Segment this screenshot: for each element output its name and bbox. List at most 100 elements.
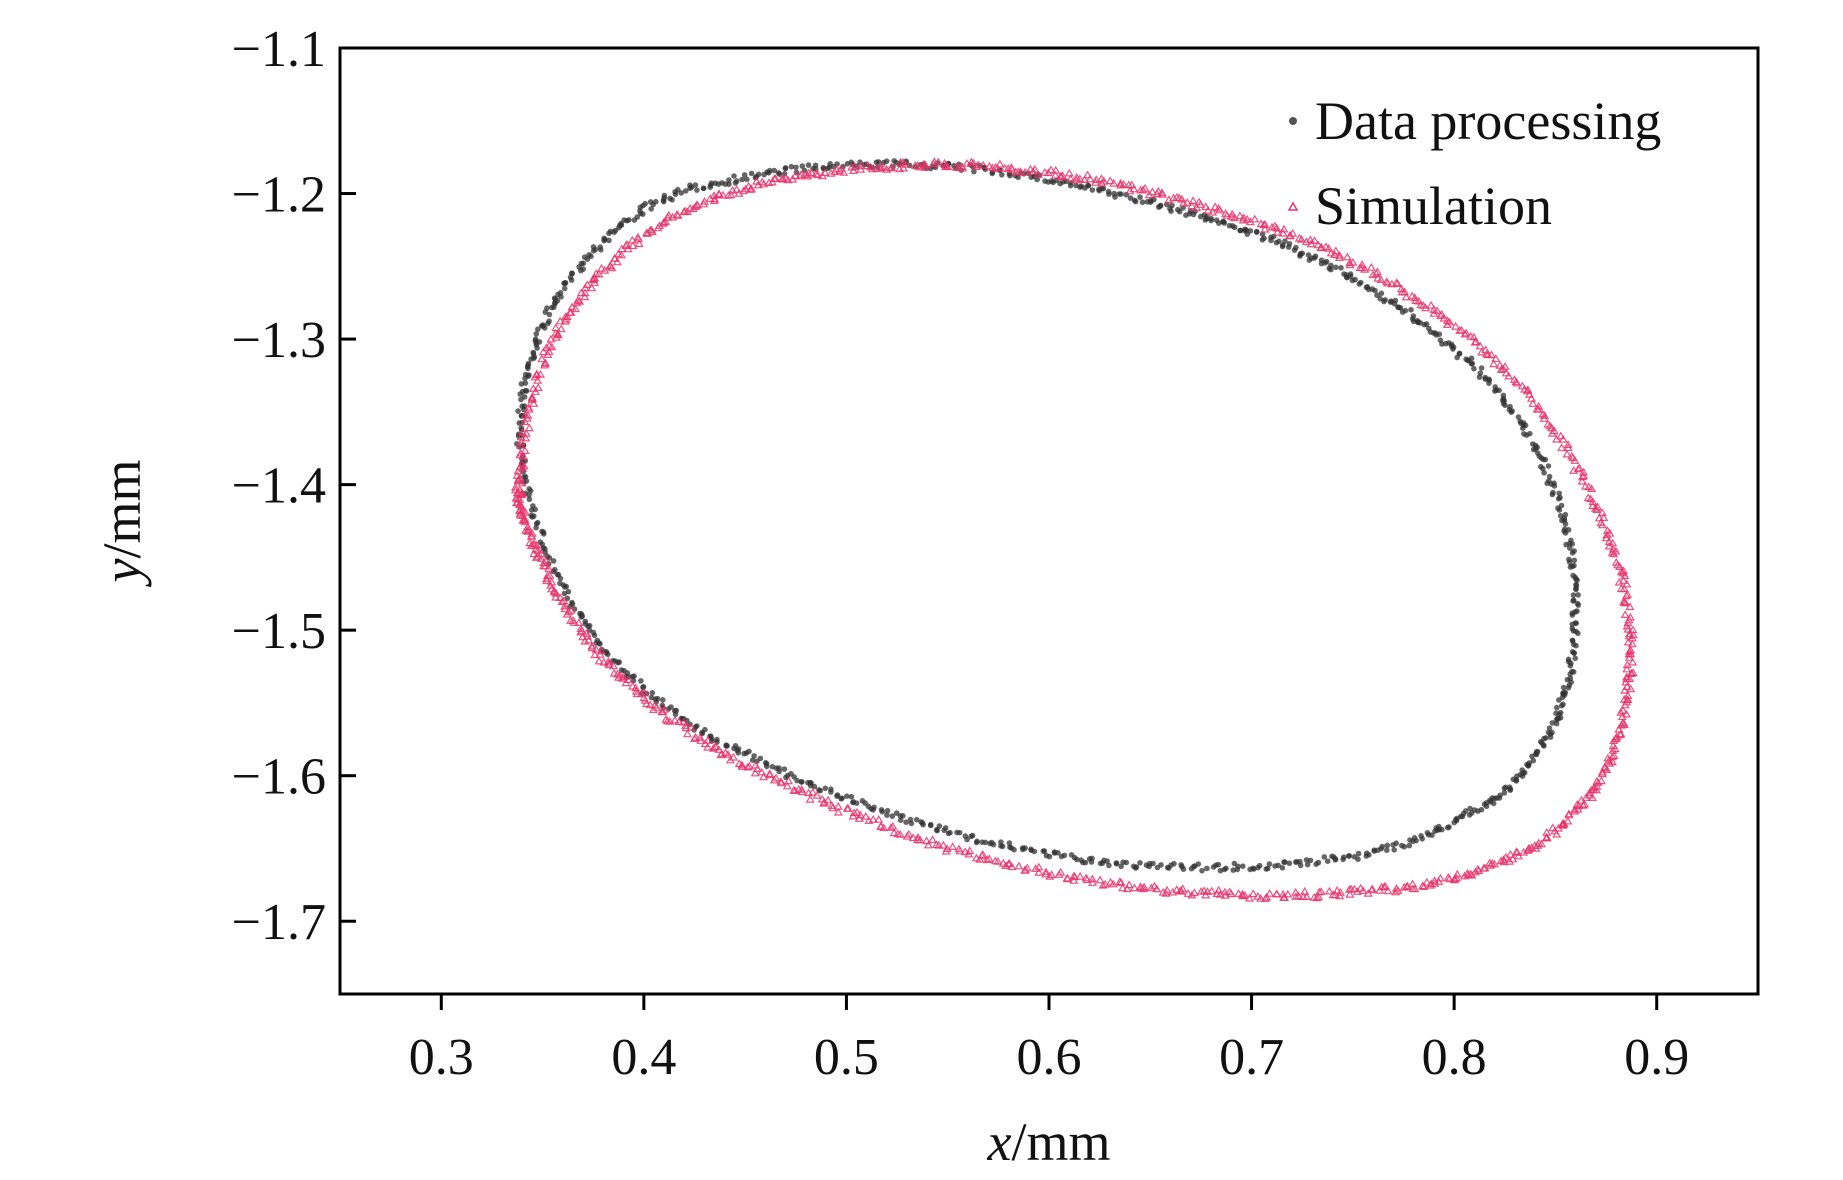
data-point — [1382, 277, 1392, 285]
data-point — [836, 163, 846, 172]
data-point — [826, 164, 833, 170]
data-point — [1357, 260, 1367, 268]
data-point — [524, 402, 534, 411]
data-point — [828, 789, 834, 795]
data-point — [1338, 265, 1344, 271]
data-point — [673, 707, 680, 714]
data-point — [537, 354, 547, 363]
data-point — [1237, 227, 1243, 234]
data-point — [1112, 194, 1118, 200]
data-point — [1371, 269, 1381, 277]
data-point — [539, 528, 545, 535]
data-point — [886, 163, 896, 172]
data-point — [1528, 399, 1538, 407]
data-point — [1376, 275, 1386, 283]
data-point — [1432, 828, 1438, 834]
data-point — [1066, 174, 1076, 183]
data-point — [987, 840, 993, 847]
data-point — [634, 214, 641, 220]
data-point — [533, 546, 543, 554]
data-point — [551, 328, 561, 337]
data-point — [1558, 434, 1568, 443]
data-point — [1578, 800, 1588, 809]
data-point — [1401, 844, 1408, 850]
data-point — [540, 359, 550, 367]
data-point — [1176, 208, 1183, 215]
data-point — [569, 599, 575, 606]
data-point — [1391, 301, 1398, 307]
data-point — [528, 512, 535, 519]
data-point — [511, 498, 522, 507]
data-point — [1138, 884, 1148, 893]
legend-label-data-processing: Data processing — [1315, 91, 1661, 151]
data-point — [569, 618, 579, 626]
data-point — [1620, 610, 1630, 618]
data-point — [566, 616, 576, 624]
data-point — [1313, 861, 1319, 867]
data-point — [591, 632, 598, 639]
data-point — [807, 168, 817, 177]
data-point — [648, 694, 655, 701]
data-point — [1146, 883, 1156, 892]
data-point — [1137, 860, 1143, 866]
data-point — [1080, 175, 1090, 183]
data-point — [1321, 854, 1328, 860]
data-point — [898, 163, 909, 172]
data-point — [1469, 360, 1476, 367]
data-point — [1215, 205, 1225, 214]
data-point — [723, 742, 729, 748]
data-point — [522, 387, 529, 394]
data-point — [1135, 882, 1145, 891]
data-point — [889, 813, 896, 819]
data-point — [1303, 857, 1310, 863]
data-point — [594, 637, 601, 644]
data-point — [577, 610, 583, 617]
data-point — [1592, 502, 1603, 511]
data-point — [1341, 854, 1347, 860]
data-point — [551, 592, 561, 601]
data-point — [1573, 585, 1579, 592]
data-point — [1470, 867, 1480, 876]
data-point — [752, 176, 762, 185]
data-point — [1562, 449, 1572, 458]
data-point — [962, 833, 969, 839]
data-point — [1399, 882, 1409, 891]
data-point — [1602, 530, 1612, 539]
data-point — [1574, 463, 1584, 472]
data-point — [564, 595, 571, 602]
data-point — [1195, 200, 1206, 208]
data-point — [1496, 856, 1506, 865]
data-point — [1015, 174, 1021, 181]
data-point — [622, 239, 632, 248]
y-axis-label-unit: /mm — [92, 460, 152, 559]
data-point — [650, 700, 660, 709]
data-point — [1505, 849, 1515, 858]
data-point — [1513, 778, 1520, 784]
data-point — [1562, 511, 1569, 518]
data-point — [1085, 174, 1095, 183]
data-point — [1011, 167, 1021, 176]
data-point — [813, 170, 823, 179]
data-point — [1328, 262, 1334, 269]
data-point — [788, 163, 795, 170]
data-point — [1347, 273, 1354, 279]
data-point — [576, 624, 586, 632]
data-point — [1293, 244, 1299, 251]
data-point — [594, 656, 604, 665]
data-point — [781, 766, 788, 772]
data-point — [968, 158, 978, 167]
data-point — [1279, 243, 1286, 250]
data-point — [1366, 263, 1376, 271]
data-point — [628, 681, 638, 690]
data-point — [1498, 364, 1508, 373]
data-point — [1006, 163, 1016, 171]
data-point — [1028, 167, 1038, 175]
data-point — [934, 826, 940, 833]
data-point — [1562, 530, 1569, 536]
data-point — [1424, 830, 1431, 836]
data-point — [1573, 804, 1583, 813]
y-tick-label: −1.5 — [232, 603, 326, 660]
data-point — [1410, 318, 1417, 325]
data-point — [1401, 292, 1411, 301]
data-point — [703, 735, 713, 744]
